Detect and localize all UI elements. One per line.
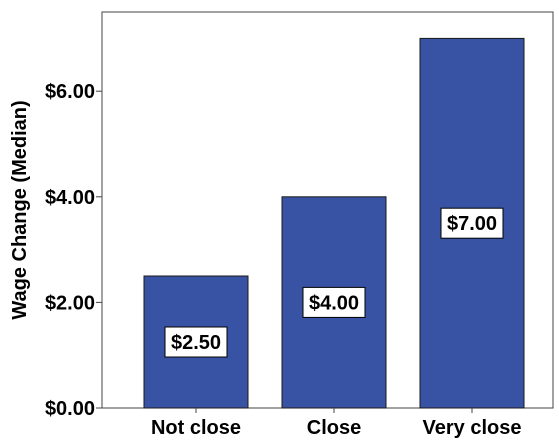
y-tick-label: $0.00 [45, 398, 95, 420]
data-label: $7.00 [447, 213, 497, 235]
data-label: $2.50 [171, 332, 221, 354]
data-label-box [164, 326, 228, 358]
data-label-box [440, 207, 504, 239]
x-tick-label: Close [307, 417, 361, 439]
x-tick-label: Not close [151, 417, 241, 439]
y-tick-label: $2.00 [45, 292, 95, 314]
data-label-box [302, 286, 366, 318]
y-tick-label: $4.00 [45, 187, 95, 209]
y-tick-label: $6.00 [45, 81, 95, 103]
x-tick-label: Very close [423, 417, 522, 439]
data-label: $4.00 [309, 292, 359, 314]
y-axis-title: Wage Change (Median) [9, 100, 31, 319]
